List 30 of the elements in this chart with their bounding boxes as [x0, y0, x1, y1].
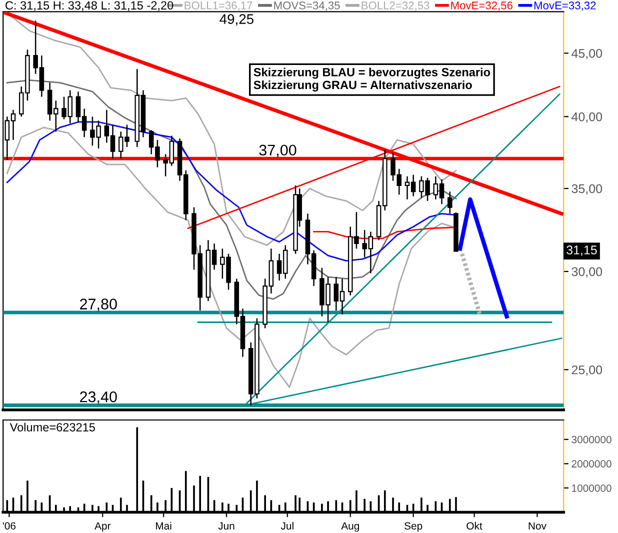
- legend-label: MovE=33,32: [534, 2, 596, 11]
- text: 31,15: [566, 246, 597, 256]
- legend-label: MovE=32,56: [451, 2, 512, 11]
- ref-line-label: 23,40: [80, 391, 117, 404]
- ref-line-label: 37,00: [259, 144, 296, 158]
- x-tick-label: Aug: [341, 522, 359, 532]
- legend-label: MOVS=34,35: [274, 2, 340, 11]
- y-tick-label: 1000000: [572, 484, 612, 492]
- annotation: Skizzierung BLAU = bevorzugtes Szenario Skizzierung GRAU = Alternativszenario: [254, 68, 490, 92]
- y-tick-label: 25,00: [572, 365, 602, 376]
- x-tick-label: Nov: [528, 522, 546, 530]
- annotation: 49,25: [220, 14, 254, 26]
- ref-line-label: 27,80: [80, 298, 117, 312]
- y-tick-label: 40,00: [572, 112, 602, 123]
- x-tick-label: Jun: [218, 522, 234, 530]
- x-tick-label: Okt: [466, 522, 482, 530]
- y-tick-label: 3000000: [572, 436, 612, 444]
- y-tick-label: 35,00: [572, 184, 602, 195]
- legend-label: BOLL2=32,53: [362, 2, 430, 11]
- y-tick-label: 2000000: [572, 460, 612, 468]
- x-tick-label: Mai: [156, 522, 172, 530]
- y-tick-label: 45,00: [572, 48, 602, 60]
- legend-label: BOLL1=36,17: [184, 2, 252, 11]
- chart-title: Volume=623215: [10, 422, 95, 432]
- text: C: 31,15 H: 33,48 L: 31,15 -2,20: [6, 1, 174, 11]
- x-tick-label: Jul: [280, 522, 294, 530]
- y-tick-label: 30,00: [572, 267, 602, 278]
- x-tick-label: Apr: [94, 522, 111, 532]
- x-tick-label: '06: [2, 522, 16, 530]
- x-tick-label: Sep: [404, 522, 422, 532]
